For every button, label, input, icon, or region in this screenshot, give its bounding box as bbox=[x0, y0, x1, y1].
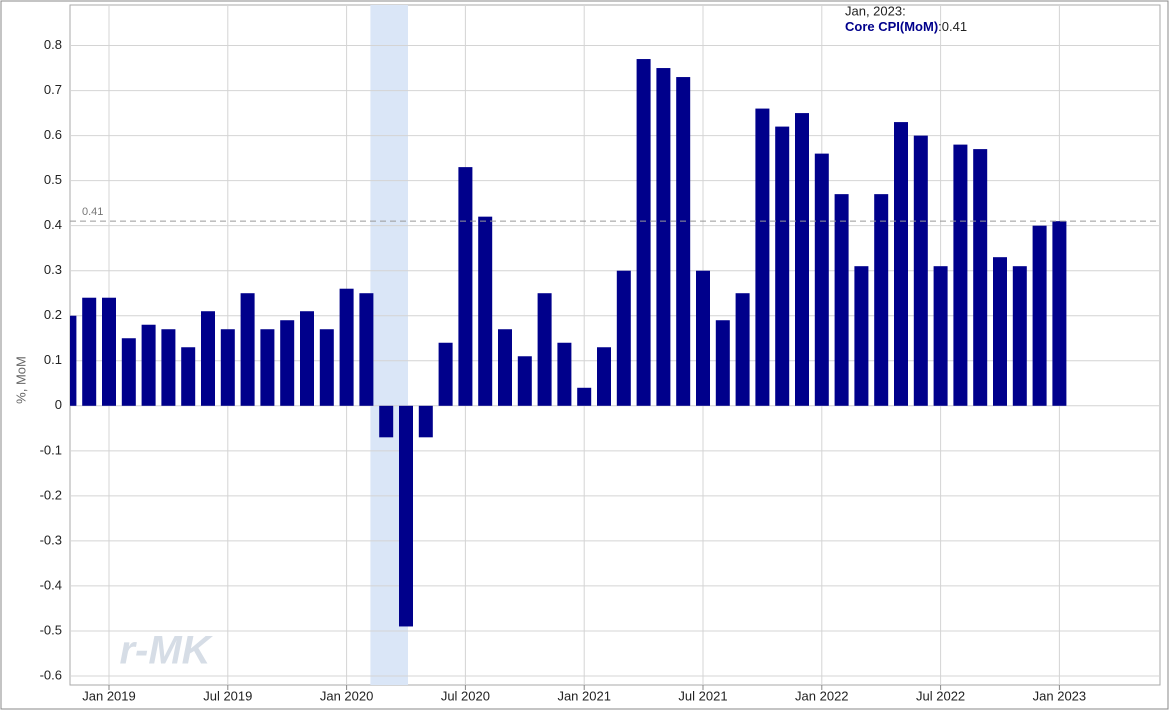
bar bbox=[795, 113, 809, 406]
bar bbox=[379, 405, 394, 438]
bar bbox=[854, 266, 869, 406]
bar bbox=[577, 387, 592, 406]
y-tick-label: -0.2 bbox=[40, 487, 62, 502]
y-tick-label: -0.1 bbox=[40, 442, 62, 457]
x-tick-label: Jan 2023 bbox=[1033, 688, 1087, 703]
bar bbox=[973, 149, 988, 406]
y-tick-label: 0.6 bbox=[44, 127, 62, 142]
tooltip-title: Jan, 2023: bbox=[845, 3, 906, 18]
bar bbox=[517, 356, 532, 406]
bar bbox=[993, 257, 1007, 406]
bar bbox=[715, 320, 730, 406]
y-tick-label: 0.2 bbox=[44, 307, 62, 322]
bar bbox=[656, 68, 671, 406]
bar bbox=[1032, 225, 1047, 406]
bar bbox=[300, 311, 314, 406]
bar bbox=[240, 293, 255, 406]
bar bbox=[82, 297, 97, 406]
bar bbox=[399, 405, 413, 627]
x-tick-label: Jul 2019 bbox=[203, 688, 252, 703]
x-tick-label: Jul 2020 bbox=[441, 688, 490, 703]
x-tick-label: Jan 2022 bbox=[795, 688, 849, 703]
y-tick-label: -0.4 bbox=[40, 577, 62, 592]
bar bbox=[814, 153, 829, 406]
bar bbox=[1012, 266, 1027, 406]
y-tick-label: 0.4 bbox=[44, 217, 62, 232]
bar bbox=[775, 126, 790, 406]
bar bbox=[616, 270, 631, 406]
tooltip-value: 0.41 bbox=[942, 19, 967, 34]
bar bbox=[557, 342, 572, 406]
watermark: r-MK bbox=[119, 629, 213, 673]
y-tick-label: 0.8 bbox=[44, 37, 62, 52]
x-tick-label: Jan 2020 bbox=[320, 688, 374, 703]
bar bbox=[933, 266, 948, 406]
x-tick-label: Jul 2021 bbox=[678, 688, 727, 703]
y-tick-label: -0.5 bbox=[40, 622, 62, 637]
y-tick-label: 0.3 bbox=[44, 262, 62, 277]
y-axis-label: %, MoM bbox=[13, 356, 28, 404]
bar bbox=[913, 135, 928, 406]
y-tick-label: -0.3 bbox=[40, 532, 62, 547]
bar bbox=[260, 329, 275, 406]
bar bbox=[280, 320, 295, 406]
bar bbox=[458, 167, 473, 406]
y-tick-label: 0.7 bbox=[44, 82, 62, 97]
bar bbox=[636, 59, 651, 406]
bar bbox=[319, 329, 334, 406]
tooltip-series: Core CPI(MoM) bbox=[845, 19, 938, 34]
y-tick-label: -0.6 bbox=[40, 667, 62, 682]
x-tick-label: Jul 2022 bbox=[916, 688, 965, 703]
bar bbox=[141, 324, 156, 406]
bar bbox=[537, 293, 552, 406]
bar bbox=[874, 194, 889, 406]
bar bbox=[953, 144, 968, 406]
bar bbox=[359, 293, 374, 406]
reference-label: 0.41 bbox=[82, 206, 103, 218]
x-tick-label: Jan 2021 bbox=[557, 688, 611, 703]
plot-layer bbox=[70, 5, 1160, 685]
bar bbox=[894, 122, 908, 406]
bar bbox=[161, 329, 176, 406]
tooltip-sep: : bbox=[938, 19, 942, 34]
bar bbox=[755, 108, 770, 406]
bar bbox=[597, 347, 611, 406]
bar bbox=[735, 293, 750, 406]
x-tick-label: Jan 2019 bbox=[82, 688, 136, 703]
bar bbox=[478, 216, 493, 406]
y-tick-label: 0.5 bbox=[44, 172, 62, 187]
bar bbox=[121, 338, 136, 406]
bar bbox=[418, 405, 433, 438]
y-tick-label: 0.1 bbox=[44, 352, 62, 367]
bar bbox=[220, 329, 235, 406]
bar bbox=[1052, 221, 1067, 406]
bar bbox=[438, 342, 453, 406]
bar bbox=[676, 77, 691, 406]
bar bbox=[201, 311, 215, 406]
bar bbox=[102, 297, 116, 406]
y-tick-label: 0 bbox=[55, 397, 62, 412]
bar bbox=[70, 315, 77, 406]
bar bbox=[834, 194, 849, 406]
bar bbox=[696, 270, 710, 406]
bar bbox=[339, 288, 354, 406]
bar bbox=[498, 329, 512, 406]
tooltip-line: Core CPI(MoM):0.41 bbox=[845, 19, 967, 34]
bar bbox=[181, 347, 196, 406]
